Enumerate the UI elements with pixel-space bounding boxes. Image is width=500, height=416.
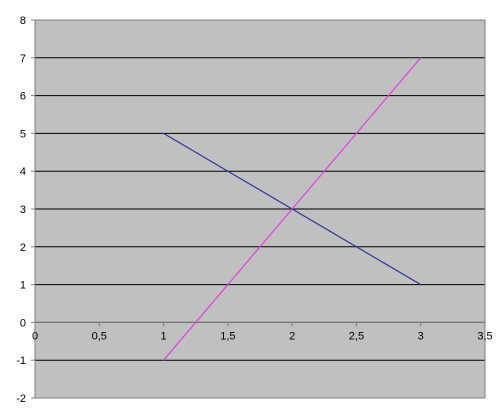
y-tick-label: 6 — [20, 91, 26, 103]
x-tick-label: 2,5 — [349, 330, 364, 342]
y-tick-label: -2 — [16, 393, 26, 405]
x-tick-label: 1,5 — [220, 330, 235, 342]
x-tick-label: 0 — [32, 330, 38, 342]
y-tick-label: 0 — [20, 317, 26, 329]
x-tick-label: 0,5 — [92, 330, 107, 342]
y-tick-label: 8 — [20, 15, 26, 27]
x-tick-label: 3 — [418, 330, 424, 342]
series-line-2 — [163, 57, 422, 361]
y-tick-label: 3 — [20, 204, 26, 216]
y-tick-label: 7 — [20, 53, 26, 65]
y-tick-label: 5 — [20, 128, 26, 140]
x-tick-label: 3,5 — [477, 330, 492, 342]
y-tick-label: 1 — [20, 280, 26, 292]
x-tick-label: 2 — [289, 330, 295, 342]
y-tick-label: -1 — [16, 355, 26, 367]
series-lines — [163, 57, 422, 361]
y-axis-tick-labels: -2 -1 0 1 2 3 4 5 6 7 8 — [16, 15, 35, 405]
y-tick-label: 4 — [20, 166, 26, 178]
x-tick-label: 1 — [161, 330, 167, 342]
y-tick-label: 2 — [20, 242, 26, 254]
x-axis-tick-labels: 0 0,5 1 1,5 2 2,5 3 3,5 — [32, 322, 493, 342]
